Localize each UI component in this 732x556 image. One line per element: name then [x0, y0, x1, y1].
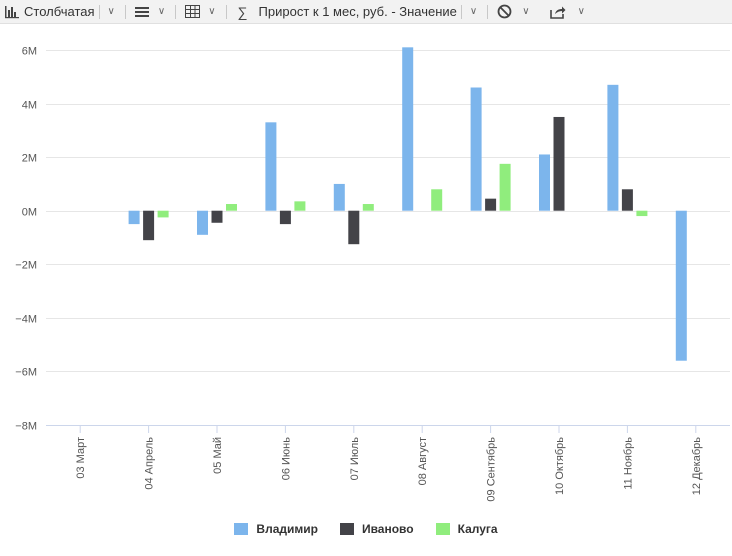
y-tick-label: −2M	[15, 260, 37, 272]
toolbar-divider	[460, 4, 462, 19]
x-tick-label: 05 Май	[212, 437, 224, 474]
chevron-down-icon[interactable]: ∨	[157, 6, 166, 17]
x-tick-label: 04 Апрель	[144, 437, 156, 490]
toolbar-divider	[175, 4, 177, 19]
y-tick-label: 2M	[22, 153, 37, 165]
x-tick-label: 09 Сентябрь	[486, 437, 498, 502]
bar-Владимир-08 Август	[402, 47, 414, 211]
menu-lines-icon	[133, 3, 151, 21]
filter-clear-button[interactable]	[492, 0, 516, 24]
x-tick-label: 11 Ноябрь	[622, 437, 634, 490]
bar-Калуга-08 Август	[431, 189, 443, 211]
share-icon	[549, 3, 567, 21]
x-tick-label: 12 Декабрь	[691, 437, 703, 495]
x-tick-label: 10 Октябрь	[554, 437, 566, 495]
legend-swatch	[435, 523, 450, 535]
chevron-down-icon[interactable]: ∨	[469, 6, 478, 17]
measure-label: Прирост к 1 мес, руб. - Значение	[258, 4, 457, 19]
chart-legend: Владимир Иваново Калуга	[0, 519, 732, 539]
chart-toolbar: Столбчатая ∨ ∨ ∨ ∑ Прирост к 1 мес, руб.…	[0, 0, 732, 24]
chart-type-selector[interactable]: Столбчатая	[0, 0, 95, 24]
measure-selector[interactable]: ∑ Прирост к 1 мес, руб. - Значение	[231, 0, 457, 24]
x-axis: 03 Март 04 Апрель 05 Май 06 Июнь 07 Июль 08 А…	[46, 425, 730, 502]
y-tick-label: −8M	[15, 421, 37, 433]
table-view-button[interactable]	[180, 0, 204, 24]
bar-Калуга-09 Сентябрь	[499, 163, 511, 211]
share-export-button[interactable]	[546, 0, 570, 24]
bar-Владимир-07 Июль	[333, 183, 345, 211]
legend-item-ivanovo[interactable]: Иваново	[339, 522, 414, 536]
y-tick-label: 4M	[22, 100, 37, 112]
toolbar-divider	[487, 4, 489, 19]
bar-Иваново-07 Июль	[348, 210, 360, 245]
toolbar-divider	[225, 4, 227, 19]
legend-label: Владимир	[256, 522, 318, 536]
bars	[128, 47, 687, 361]
chart-canvas: −8M −6M −4M −2M 0M 2M 4M 6M 03 Март 04 Апрель 05 …	[15, 46, 730, 502]
bar-Иваново-05 Май	[211, 210, 223, 223]
toolbar-divider	[124, 4, 126, 19]
bar-Калуга-05 Май	[226, 204, 237, 211]
legend-swatch	[234, 523, 249, 535]
bar-chart-icon	[3, 3, 21, 21]
chevron-down-icon[interactable]: ∨	[208, 6, 216, 17]
bar-Калуга-07 Июль	[362, 204, 374, 211]
bar-Владимир-11 Ноябрь	[607, 84, 619, 211]
legend-label: Калуга	[457, 522, 498, 536]
bar-Владимир-12 Декабрь	[675, 210, 687, 361]
bar-Владимир-09 Сентябрь	[470, 87, 482, 211]
bar-Иваново-06 Июнь	[279, 210, 291, 225]
chevron-down-icon[interactable]: ∨	[522, 6, 530, 17]
bar-Иваново-09 Сентябрь	[485, 198, 497, 211]
x-tick-label: 03 Март	[75, 437, 87, 479]
bar-Калуга-11 Ноябрь	[636, 210, 648, 217]
legend-label: Иваново	[361, 522, 414, 536]
x-tick-label: 08 Август	[417, 437, 429, 485]
legend-item-kaluga[interactable]: Калуга	[435, 522, 498, 536]
bar-Владимир-10 Октябрь	[539, 154, 550, 211]
table-grid-icon	[183, 3, 201, 21]
bar-Владимир-06 Июнь	[265, 122, 277, 211]
legend-swatch	[339, 523, 354, 535]
bar-Калуга-06 Июнь	[294, 201, 306, 211]
y-tick-label: −6M	[15, 367, 37, 379]
bar-Иваново-10 Октябрь	[553, 116, 565, 211]
bar-Иваново-11 Ноябрь	[621, 189, 633, 211]
bar-Калуга-04 Апрель	[157, 210, 169, 218]
bar-chart: −8M −6M −4M −2M 0M 2M 4M 6M 03 Март 04 Апрель 05 …	[0, 24, 732, 551]
x-tick-label: 06 Июнь	[280, 437, 292, 481]
no-filter-icon	[495, 3, 513, 21]
bar-Владимир-05 Май	[197, 210, 208, 235]
y-tick-label: −4M	[15, 314, 37, 326]
bar-Владимир-04 Апрель	[128, 210, 140, 225]
chart-type-label: Столбчатая	[24, 4, 95, 19]
chevron-down-icon[interactable]: ∨	[107, 6, 115, 17]
x-tick-label: 07 Июль	[349, 437, 361, 481]
sigma-icon: ∑	[237, 3, 248, 20]
y-axis: −8M −6M −4M −2M 0M 2M 4M 6M	[15, 46, 37, 433]
legend-item-vladimir[interactable]: Владимир	[234, 522, 318, 536]
y-tick-label: 0M	[22, 207, 37, 219]
chevron-down-icon[interactable]: ∨	[577, 6, 585, 17]
y-tick-label: 6M	[22, 46, 37, 58]
bar-Иваново-04 Апрель	[143, 210, 155, 241]
rows-menu-button[interactable]	[130, 0, 154, 24]
toolbar-divider	[98, 4, 100, 19]
